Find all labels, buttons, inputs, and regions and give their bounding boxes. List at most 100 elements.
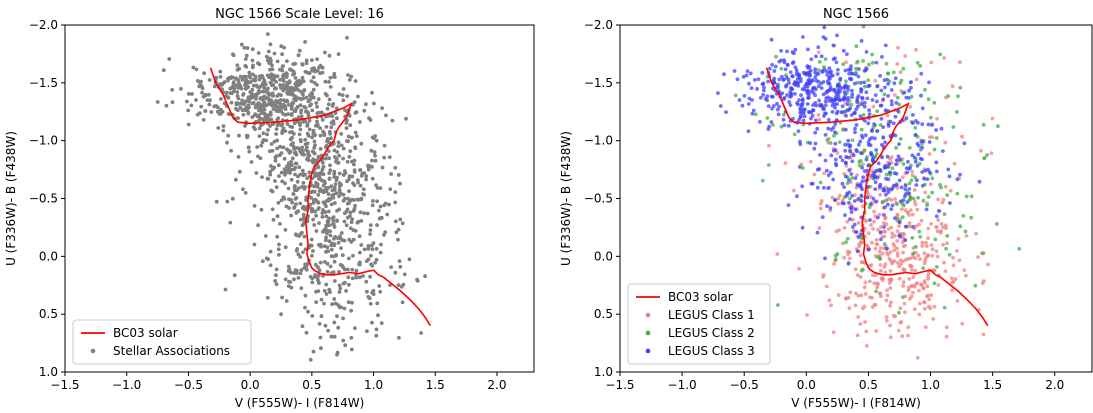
chart1-point [340, 238, 345, 243]
chart1-point [317, 221, 321, 226]
chart2-point [853, 303, 858, 308]
chart1-point [348, 226, 353, 231]
chart1-point [336, 144, 341, 149]
chart2-point [848, 196, 852, 201]
chart1-point [368, 223, 373, 228]
chart1-point [317, 268, 322, 273]
chart2-point [813, 118, 818, 123]
chart1-point [303, 137, 308, 142]
chart2-series-legus-class-3 [716, 25, 982, 265]
chart2-point [956, 237, 961, 241]
chart2-point [945, 241, 949, 246]
chart1-point [279, 44, 284, 49]
chart1-point [269, 142, 274, 146]
chart2-point [806, 96, 810, 100]
chart1-point [336, 140, 341, 145]
chart1-point [293, 150, 298, 155]
chart2-point [844, 114, 848, 118]
chart2-point [799, 93, 803, 98]
chart1-point [362, 108, 367, 113]
chart1-point [283, 129, 288, 134]
chart1-point [301, 181, 306, 185]
chart1-point [268, 263, 273, 268]
chart1-point [260, 89, 265, 94]
chart1-point [209, 110, 214, 114]
chart2-point [915, 207, 920, 212]
chart2-point [718, 104, 723, 108]
chart1-point [332, 320, 337, 325]
chart1-point [335, 352, 339, 357]
chart1-point [288, 67, 292, 72]
chart1-point [234, 177, 238, 182]
chart1-point [270, 91, 275, 96]
chart2-point [920, 122, 925, 127]
chart2-point [859, 193, 864, 198]
chart2-point [836, 201, 841, 206]
chart2-point [748, 71, 753, 76]
chart2-point [922, 251, 927, 256]
chart1-point [368, 228, 373, 233]
chart1-xtick-label: 0.5 [302, 378, 321, 392]
chart2-point [893, 197, 897, 201]
chart1-point [229, 100, 234, 105]
chart2-point [746, 129, 751, 134]
chart1-point [327, 216, 331, 221]
chart2-point [912, 307, 917, 312]
chart2-point [867, 108, 871, 113]
chart1-point [314, 123, 318, 128]
chart2-point [876, 161, 881, 166]
chart2-point [950, 84, 955, 89]
chart1-point [310, 314, 315, 318]
chart1-point [345, 94, 350, 98]
chart2-point [951, 263, 956, 268]
chart2-point [887, 162, 892, 166]
chart1-point [359, 141, 364, 146]
chart1-point [273, 155, 278, 160]
chart1-point [349, 220, 354, 225]
chart2-point [918, 301, 922, 306]
chart2-point [798, 79, 803, 84]
chart2-point [912, 199, 917, 204]
chart2-point [933, 237, 938, 242]
chart2-point [871, 156, 875, 161]
chart1-point [281, 126, 286, 131]
chart2-point [892, 259, 897, 263]
chart2-point [855, 59, 860, 64]
chart1-point [179, 87, 183, 91]
chart1-point [256, 51, 261, 55]
chart2-point [857, 159, 862, 164]
chart1-point [355, 220, 360, 225]
chart2-point [915, 355, 920, 360]
chart2-point [828, 206, 833, 210]
chart2-point [858, 139, 863, 144]
chart1-point [314, 213, 318, 218]
chart2-point [879, 268, 883, 273]
chart1-point [354, 268, 359, 273]
chart1-ytick-label: −1.0 [29, 134, 58, 148]
chart2-point [895, 254, 900, 258]
chart2-point [885, 154, 890, 159]
chart1-plot-area [155, 32, 431, 362]
chart1-point [365, 211, 370, 216]
chart1-point [337, 92, 342, 97]
chart2-point [859, 293, 864, 298]
chart2-point [982, 156, 987, 160]
chart2-point [898, 137, 903, 141]
chart2-point [858, 240, 863, 244]
chart1-point [278, 77, 282, 82]
chart2-point [847, 250, 852, 255]
chart2-point [913, 245, 918, 249]
chart1-point [259, 123, 263, 128]
chart2-point [847, 71, 851, 76]
chart1-point [243, 107, 248, 111]
chart2-point [929, 60, 934, 65]
chart2-point [862, 148, 867, 153]
chart2-point [923, 325, 928, 329]
chart1-point [239, 42, 244, 47]
chart2-point [874, 289, 878, 294]
chart1-point [170, 100, 175, 105]
chart1-point [382, 143, 387, 148]
chart1-point [286, 161, 291, 166]
chart2-point [879, 103, 884, 108]
chart2-point [865, 195, 870, 200]
